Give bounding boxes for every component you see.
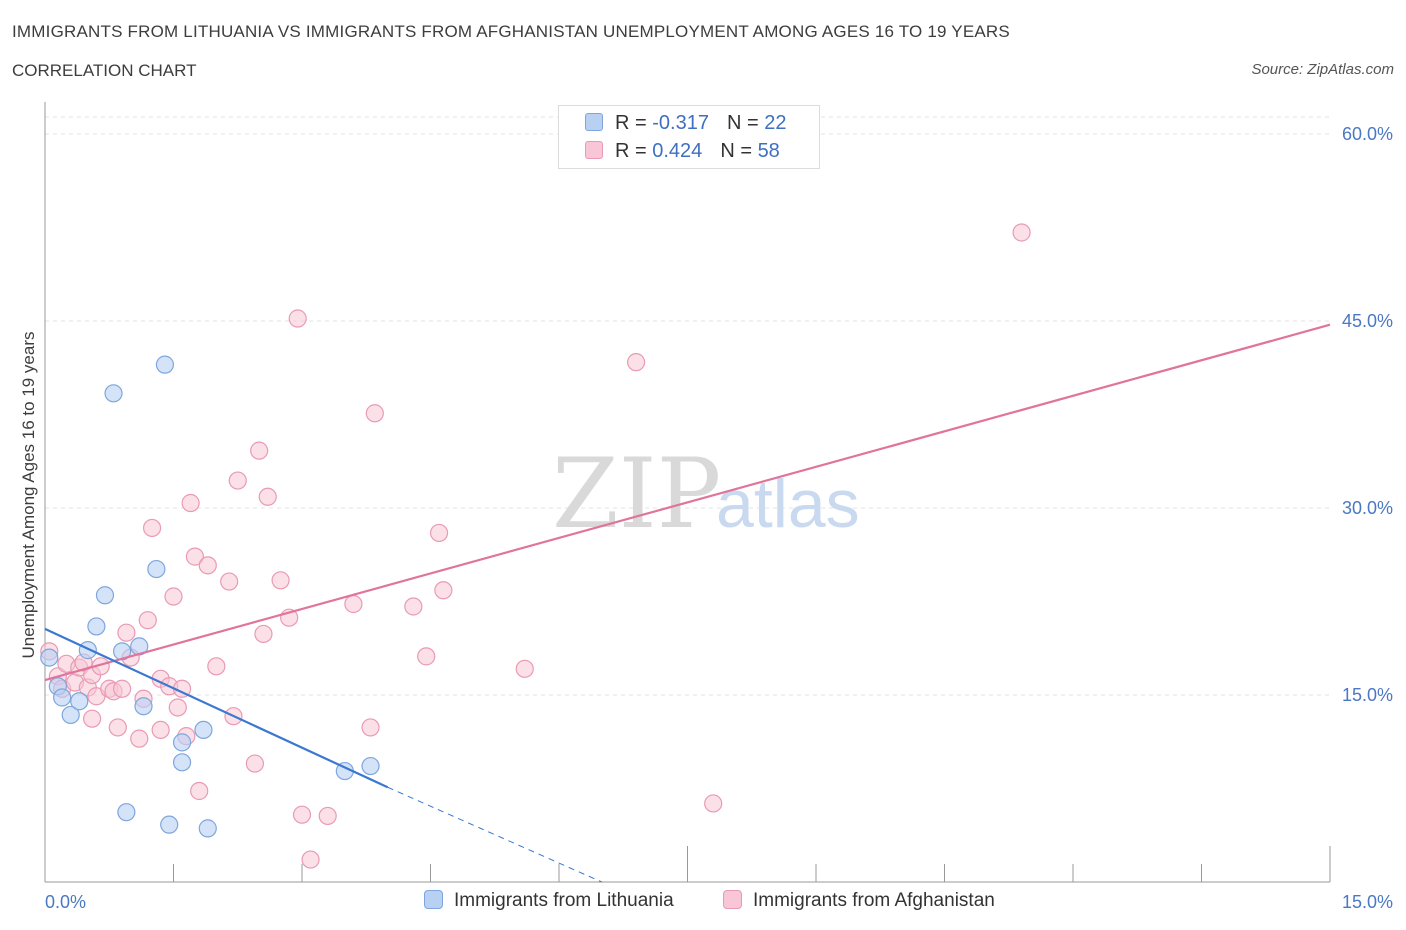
- tick-labels: 15.0% 30.0% 45.0% 60.0% 0.0% 15.0%: [45, 124, 1393, 912]
- lithuania-swatch: [585, 113, 603, 131]
- afghanistan-point-22: [151, 720, 170, 740]
- afghanistan-point-49: [365, 404, 384, 423]
- afghanistan-point-37: [245, 754, 264, 773]
- afghanistan-point-41: [271, 571, 290, 590]
- afghanistan-point-39: [254, 624, 273, 644]
- afghanistan-point-38: [250, 441, 269, 460]
- afghanistan-point-20: [138, 611, 157, 630]
- lithuania-point-12: [134, 697, 153, 716]
- afghanistan-point-9: [83, 709, 102, 728]
- lithuania-point-18: [194, 720, 213, 740]
- x-tick-label-min: 0.0%: [45, 892, 86, 912]
- lithuania-point-2: [53, 688, 72, 707]
- source-label: Source: ZipAtlas.com: [1251, 61, 1394, 78]
- afghanistan-point-57: [1012, 223, 1031, 242]
- bottom-legend-lithuania: Immigrants from Lithuania: [424, 890, 674, 914]
- afghanistan-swatch: [585, 141, 603, 159]
- lithuania-trend-extension: [387, 786, 603, 883]
- chart-title: IMMIGRANTS FROM LITHUANIA VS IMMIGRANTS …: [12, 22, 1010, 41]
- afghanistan-point-53: [434, 581, 453, 600]
- lithuania-point-13: [147, 559, 166, 579]
- y-axis-label: Unemployment Among Ages 16 to 19 years: [19, 332, 38, 659]
- y-tick-label-15: 15.0%: [1342, 685, 1393, 705]
- afghanistan-point-47: [344, 594, 363, 614]
- lithuania-point-14: [155, 355, 175, 374]
- legend-row-lithuania: R = -0.317 N = 22: [585, 112, 786, 138]
- watermark: ZIP atlas: [552, 438, 860, 550]
- lithuania-point-6: [87, 617, 106, 636]
- axes: [44, 102, 1331, 883]
- lithuania-n-value: 22: [764, 112, 787, 134]
- watermark-atlas: atlas: [716, 466, 860, 542]
- lithuania-point-16: [172, 733, 192, 752]
- afghanistan-point-52: [429, 523, 449, 543]
- afghanistan-point-34: [220, 572, 239, 591]
- lithuania-point-4: [70, 692, 89, 711]
- afghanistan-point-45: [301, 850, 320, 869]
- afghanistan-point-51: [417, 647, 436, 666]
- y-tick-label-60: 60.0%: [1342, 124, 1393, 144]
- afghanistan-point-18: [130, 729, 149, 748]
- y-tick-label-30: 30.0%: [1342, 498, 1393, 518]
- afghanistan-point-44: [292, 805, 312, 824]
- lithuania-point-15: [160, 815, 179, 834]
- lithuania-point-19: [198, 819, 217, 838]
- afghanistan-trend-line: [44, 323, 1331, 682]
- lithuania-points: [40, 355, 380, 838]
- x-tick-label-max: 15.0%: [1342, 892, 1393, 912]
- lithuania-n-label: N =: [726, 112, 765, 134]
- lithuania-point-10: [112, 642, 132, 661]
- afghanistan-point-55: [626, 353, 646, 372]
- bottom-lithuania-swatch: [424, 890, 443, 909]
- bottom-lithuania-label: Immigrants from Lithuania: [454, 890, 674, 911]
- afghanistan-r-label: R =: [615, 140, 653, 162]
- lithuania-point-0: [40, 648, 59, 667]
- afghanistan-point-31: [190, 781, 209, 801]
- afghanistan-point-43: [288, 309, 307, 328]
- afghanistan-point-29: [181, 493, 200, 513]
- bottom-legend-afghanistan: Immigrants from Afghanistan: [723, 890, 995, 914]
- afghanistan-point-40: [258, 487, 277, 506]
- lithuania-point-8: [104, 384, 123, 403]
- afghanistan-point-48: [361, 718, 380, 737]
- afghanistan-point-54: [515, 659, 534, 678]
- lithuania-point-9: [117, 803, 136, 822]
- trend-lines: [44, 323, 1331, 883]
- chart-subtitle: CORRELATION CHART: [12, 61, 197, 80]
- afghanistan-point-14: [108, 718, 127, 737]
- lithuania-point-21: [361, 756, 380, 776]
- lithuania-point-3: [61, 705, 80, 725]
- afghanistan-point-21: [142, 518, 162, 538]
- afghanistan-n-label: N =: [720, 140, 758, 162]
- lithuania-r-value: -0.317: [652, 112, 709, 134]
- lithuania-point-5: [78, 641, 97, 660]
- lithuania-trend-line: [44, 627, 389, 789]
- afghanistan-point-36: [228, 471, 247, 490]
- lithuania-point-17: [172, 753, 192, 772]
- stats-legend: R = -0.317 N = 22 R = 0.424 N = 58: [558, 105, 820, 169]
- afghanistan-point-46: [318, 806, 337, 826]
- afghanistan-point-16: [117, 623, 136, 642]
- grid-lines: [45, 116, 1330, 696]
- afghanistan-point-50: [404, 597, 423, 616]
- lithuania-r-label: R =: [615, 112, 653, 134]
- afghanistan-point-32: [198, 556, 217, 575]
- y-tick-label-45: 45.0%: [1342, 311, 1393, 331]
- afghanistan-point-26: [168, 698, 187, 717]
- afghanistan-point-56: [704, 794, 723, 813]
- afghanistan-point-15: [112, 679, 132, 698]
- bottom-afghanistan-label: Immigrants from Afghanistan: [753, 890, 995, 911]
- lithuania-point-7: [95, 586, 115, 605]
- afghanistan-point-33: [207, 657, 226, 676]
- afghanistan-n-value: 58: [757, 140, 780, 162]
- legend-row-afghanistan: R = 0.424 N = 58: [585, 140, 780, 166]
- afghanistan-points: [40, 223, 1031, 869]
- afghanistan-r-value: 0.424: [652, 140, 703, 162]
- bottom-afghanistan-swatch: [723, 890, 742, 909]
- afghanistan-point-30: [185, 547, 205, 566]
- afghanistan-point-25: [164, 587, 183, 606]
